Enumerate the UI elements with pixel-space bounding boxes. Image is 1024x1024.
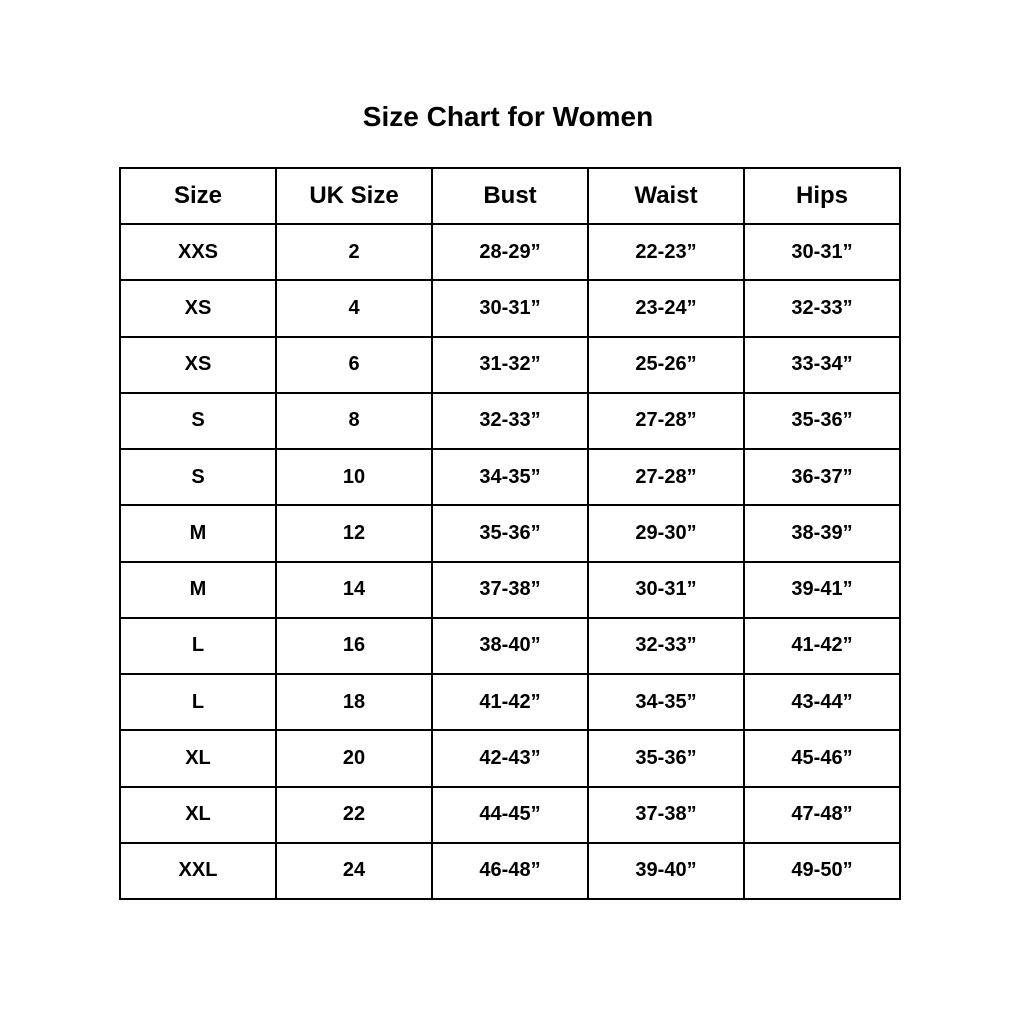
column-header: Waist — [587, 167, 745, 225]
table-cell: 41-42” — [431, 672, 589, 732]
table-cell: 35-36” — [587, 729, 745, 788]
table-cell: 31-32” — [431, 335, 589, 394]
table-row: M 14 37-38” 30-31” 39-41” — [119, 560, 901, 619]
table-body: XXS 2 28-29” 22-23” 30-31” XS 4 30-31” 23-24” 32-… — [119, 222, 901, 901]
table-cell: 32-33” — [431, 391, 589, 451]
table-row: XXS 2 28-29” 22-23” 30-31” — [119, 222, 901, 282]
table-cell: L — [119, 672, 277, 732]
table-cell: 30-31” — [587, 560, 745, 619]
column-header: Hips — [743, 167, 901, 225]
table-row: XS 6 31-32” 25-26” 33-34” — [119, 335, 901, 394]
table-cell: 34-35” — [431, 447, 589, 507]
table-row: S 10 34-35” 27-28” 36-37” — [119, 447, 901, 507]
table-cell: M — [119, 560, 277, 619]
table-cell: 24 — [275, 841, 433, 901]
table-row: L 18 41-42” 34-35” 43-44” — [119, 672, 901, 732]
table-cell: XS — [119, 335, 277, 394]
table-cell: 34-35” — [587, 672, 745, 732]
table-cell: 37-38” — [431, 560, 589, 619]
table-row: XXL 24 46-48” 39-40” 49-50” — [119, 841, 901, 901]
table-cell: 25-26” — [587, 335, 745, 394]
table-cell: 43-44” — [743, 672, 901, 732]
table-cell: 22-23” — [587, 222, 745, 282]
table-cell: XXS — [119, 222, 277, 282]
table-row: L 16 38-40” 32-33” 41-42” — [119, 616, 901, 676]
table-cell: XL — [119, 785, 277, 844]
page-title: Size Chart for Women — [362, 101, 654, 132]
table-cell: 45-46” — [743, 729, 901, 788]
table-cell: 16 — [275, 616, 433, 676]
table-cell: 29-30” — [587, 504, 745, 563]
table-cell: 36-37” — [743, 447, 901, 507]
table-cell: 27-28” — [587, 447, 745, 507]
table-cell: 35-36” — [743, 391, 901, 451]
table-cell: S — [119, 391, 277, 451]
size-chart-table: Size UK Size Bust Waist Hips XXS 2 28-29” 22-23… — [119, 167, 901, 901]
table-cell: 22 — [275, 785, 433, 844]
column-header: UK Size — [275, 167, 433, 225]
table-row: XL 22 44-45” 37-38” 47-48” — [119, 785, 901, 844]
table-cell: 12 — [275, 504, 433, 563]
table-row: M 12 35-36” 29-30” 38-39” — [119, 504, 901, 563]
table-cell: 38-40” — [431, 616, 589, 676]
table-cell: 10 — [275, 447, 433, 507]
table-cell: 32-33” — [587, 616, 745, 676]
table-cell: 4 — [275, 279, 433, 338]
table-cell: 42-43” — [431, 729, 589, 788]
column-header: Bust — [431, 167, 589, 225]
table-row: XS 4 30-31” 23-24” 32-33” — [119, 279, 901, 338]
table-cell: 8 — [275, 391, 433, 451]
table-cell: 37-38” — [587, 785, 745, 844]
table-cell: 39-40” — [587, 841, 745, 901]
column-header: Size — [119, 167, 277, 225]
table-cell: 38-39” — [743, 504, 901, 563]
table-cell: S — [119, 447, 277, 507]
table-cell: 49-50” — [743, 841, 901, 901]
table-cell: XS — [119, 279, 277, 338]
table-cell: 32-33” — [743, 279, 901, 338]
table-cell: 30-31” — [431, 279, 589, 338]
table-cell: 33-34” — [743, 335, 901, 394]
table-cell: 39-41” — [743, 560, 901, 619]
table-cell: 28-29” — [431, 222, 589, 282]
table-cell: 27-28” — [587, 391, 745, 451]
table-cell: 46-48” — [431, 841, 589, 901]
table-cell: 18 — [275, 672, 433, 732]
table-cell: 23-24” — [587, 279, 745, 338]
table-row: S 8 32-33” 27-28” 35-36” — [119, 391, 901, 451]
table-cell: 47-48” — [743, 785, 901, 844]
table-cell: 2 — [275, 222, 433, 282]
table-cell: M — [119, 504, 277, 563]
table-cell: 6 — [275, 335, 433, 394]
table-cell: 14 — [275, 560, 433, 619]
table-cell: L — [119, 616, 277, 676]
header-row: Size UK Size Bust Waist Hips — [119, 167, 901, 225]
table-cell: 41-42” — [743, 616, 901, 676]
table-cell: 44-45” — [431, 785, 589, 844]
table-cell: 30-31” — [743, 222, 901, 282]
table-cell: 20 — [275, 729, 433, 788]
table-cell: 35-36” — [431, 504, 589, 563]
table-cell: XL — [119, 729, 277, 788]
table-cell: XXL — [119, 841, 277, 901]
table-row: XL 20 42-43” 35-36” 45-46” — [119, 729, 901, 788]
